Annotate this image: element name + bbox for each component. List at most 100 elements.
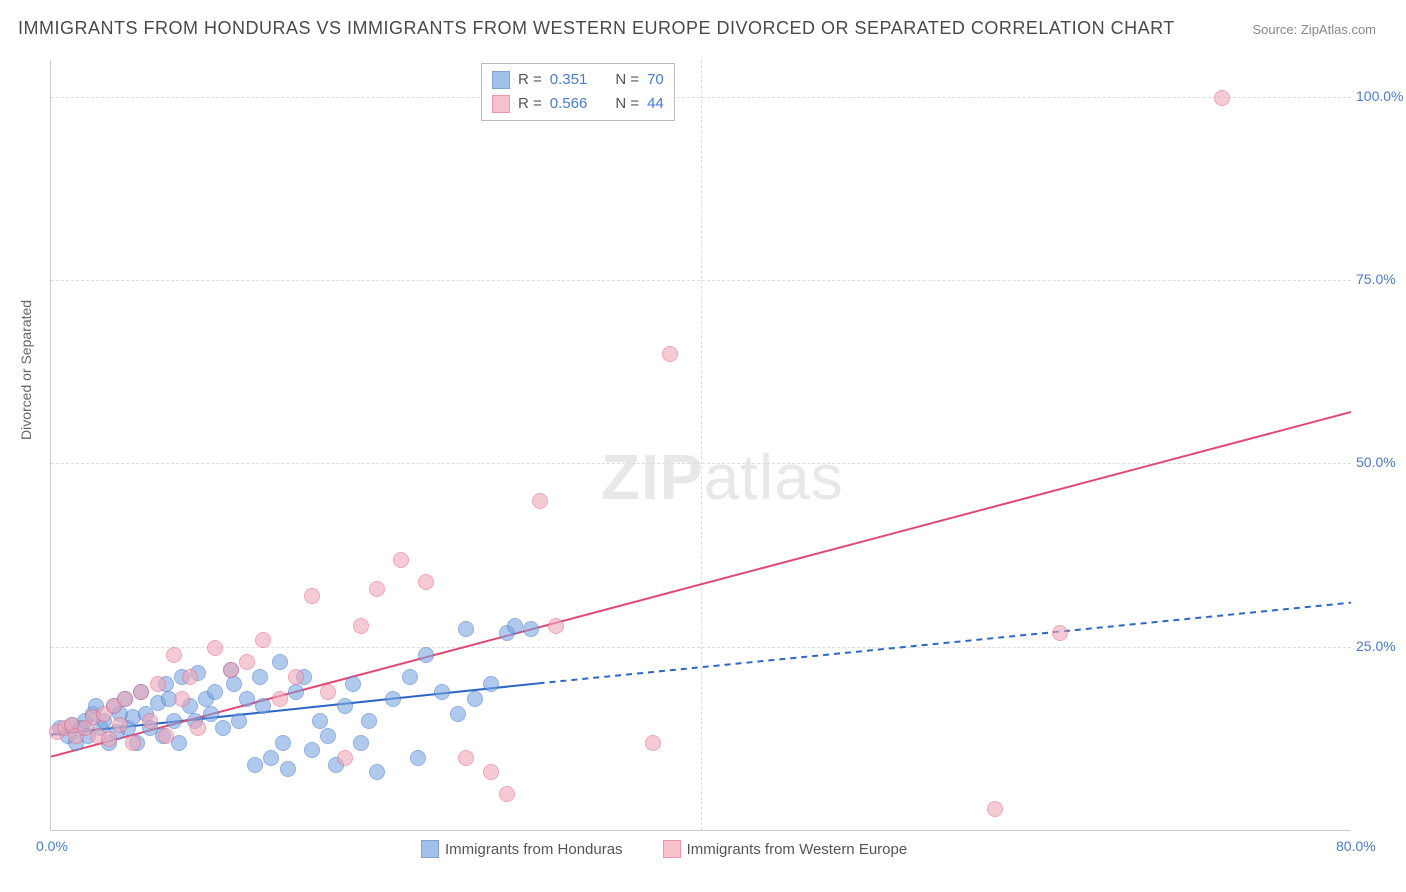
- data-point-series2: [288, 669, 304, 685]
- data-point-series1: [450, 706, 466, 722]
- legend-swatch-series1: [492, 71, 510, 89]
- data-point-series2: [1214, 90, 1230, 106]
- data-point-series2: [223, 662, 239, 678]
- watermark-zip: ZIP: [601, 441, 704, 513]
- bottom-legend-item-1: Immigrants from Honduras: [421, 840, 623, 858]
- data-point-series2: [645, 735, 661, 751]
- data-point-series2: [662, 346, 678, 362]
- data-point-series2: [101, 731, 117, 747]
- data-point-series2: [158, 728, 174, 744]
- y-axis-label: Divorced or Separated: [18, 300, 34, 440]
- data-point-series1: [353, 735, 369, 751]
- data-point-series2: [320, 684, 336, 700]
- data-point-series2: [353, 618, 369, 634]
- x-gridline: [701, 60, 702, 830]
- data-point-series2: [125, 735, 141, 751]
- data-point-series1: [203, 706, 219, 722]
- legend-n-value-2: 44: [647, 92, 664, 116]
- data-point-series2: [369, 581, 385, 597]
- y-tick-label: 25.0%: [1356, 638, 1406, 654]
- bottom-swatch-2: [663, 840, 681, 858]
- data-point-series2: [1052, 625, 1068, 641]
- data-point-series2: [304, 588, 320, 604]
- data-point-series2: [393, 552, 409, 568]
- data-point-series1: [280, 761, 296, 777]
- data-point-series1: [239, 691, 255, 707]
- legend-n-value-1: 70: [647, 68, 664, 92]
- data-point-series2: [239, 654, 255, 670]
- data-point-series2: [499, 786, 515, 802]
- data-point-series1: [304, 742, 320, 758]
- data-point-series2: [458, 750, 474, 766]
- bottom-legend-item-2: Immigrants from Western Europe: [663, 840, 908, 858]
- plot-area: ZIPatlas R = 0.351 N = 70 R = 0.566 N = …: [50, 60, 1351, 831]
- x-tick-label: 80.0%: [1336, 838, 1376, 854]
- data-point-series1: [255, 698, 271, 714]
- data-point-series1: [345, 676, 361, 692]
- data-point-series1: [402, 669, 418, 685]
- bottom-swatch-1: [421, 840, 439, 858]
- chart-title: IMMIGRANTS FROM HONDURAS VS IMMIGRANTS F…: [18, 18, 1175, 39]
- data-point-series2: [190, 720, 206, 736]
- data-point-series1: [361, 713, 377, 729]
- data-point-series1: [166, 713, 182, 729]
- y-tick-label: 100.0%: [1356, 88, 1406, 104]
- legend-n-label: N =: [615, 92, 639, 116]
- data-point-series2: [337, 750, 353, 766]
- legend-row-series1: R = 0.351 N = 70: [492, 68, 664, 92]
- data-point-series2: [272, 691, 288, 707]
- data-point-series1: [458, 621, 474, 637]
- data-point-series1: [483, 676, 499, 692]
- data-point-series1: [369, 764, 385, 780]
- data-point-series2: [483, 764, 499, 780]
- legend-r-label: R =: [518, 68, 542, 92]
- bottom-legend-label-1: Immigrants from Honduras: [445, 841, 623, 858]
- data-point-series2: [548, 618, 564, 634]
- legend-r-value-1: 0.351: [550, 68, 588, 92]
- data-point-series2: [418, 574, 434, 590]
- data-point-series2: [142, 713, 158, 729]
- watermark: ZIPatlas: [601, 440, 844, 514]
- data-point-series1: [312, 713, 328, 729]
- data-point-series2: [117, 691, 133, 707]
- data-point-series1: [272, 654, 288, 670]
- y-tick-label: 75.0%: [1356, 271, 1406, 287]
- data-point-series1: [247, 757, 263, 773]
- data-point-series1: [215, 720, 231, 736]
- data-point-series1: [288, 684, 304, 700]
- data-point-series1: [226, 676, 242, 692]
- source-attribution: Source: ZipAtlas.com: [1252, 22, 1376, 37]
- watermark-atlas: atlas: [704, 441, 844, 513]
- data-point-series2: [207, 640, 223, 656]
- data-point-series2: [532, 493, 548, 509]
- data-point-series2: [166, 647, 182, 663]
- data-point-series2: [255, 632, 271, 648]
- legend-r-label: R =: [518, 92, 542, 116]
- data-point-series2: [987, 801, 1003, 817]
- bottom-legend: Immigrants from Honduras Immigrants from…: [421, 840, 907, 858]
- legend-row-series2: R = 0.566 N = 44: [492, 92, 664, 116]
- data-point-series2: [112, 717, 128, 733]
- data-point-series1: [337, 698, 353, 714]
- data-point-series1: [418, 647, 434, 663]
- data-point-series2: [133, 684, 149, 700]
- data-point-series2: [150, 676, 166, 692]
- data-point-series1: [320, 728, 336, 744]
- x-tick-label: 0.0%: [36, 838, 68, 854]
- data-point-series2: [182, 669, 198, 685]
- data-point-series1: [385, 691, 401, 707]
- data-point-series1: [275, 735, 291, 751]
- data-point-series1: [523, 621, 539, 637]
- legend-swatch-series2: [492, 95, 510, 113]
- y-tick-label: 50.0%: [1356, 454, 1406, 470]
- data-point-series2: [174, 691, 190, 707]
- legend-r-value-2: 0.566: [550, 92, 588, 116]
- data-point-series1: [434, 684, 450, 700]
- data-point-series1: [467, 691, 483, 707]
- data-point-series1: [507, 618, 523, 634]
- data-point-series1: [410, 750, 426, 766]
- legend-n-label: N =: [615, 68, 639, 92]
- bottom-legend-label-2: Immigrants from Western Europe: [687, 841, 908, 858]
- data-point-series1: [252, 669, 268, 685]
- data-point-series1: [263, 750, 279, 766]
